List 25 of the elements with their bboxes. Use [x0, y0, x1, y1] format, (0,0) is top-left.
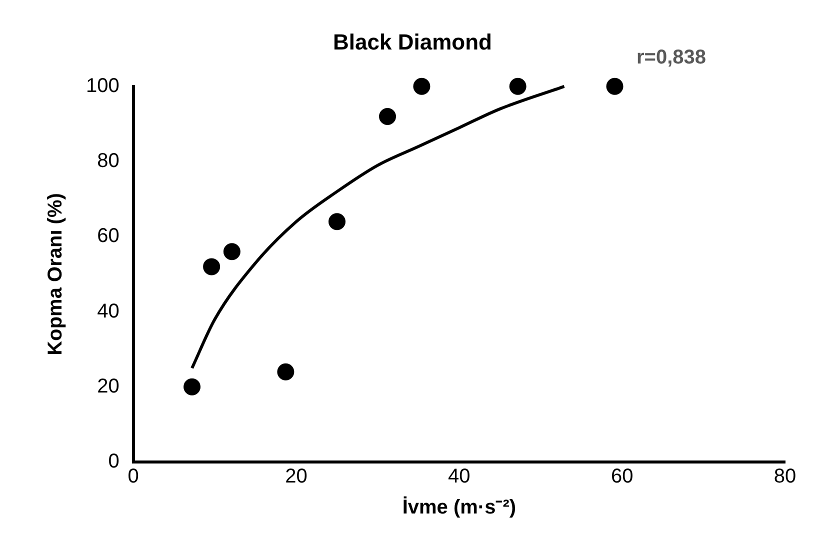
y-tick-label: 20	[97, 375, 120, 398]
x-tick-label: 40	[448, 466, 470, 488]
y-tick-label: 40	[97, 300, 120, 322]
point	[277, 363, 294, 380]
y-tick-label: 100	[86, 74, 120, 97]
point	[184, 378, 201, 396]
point	[223, 243, 240, 260]
y-axis-title: Kopma Oranı (%)	[44, 193, 67, 356]
line-series	[190, 84, 566, 370]
y-tick-label: 60	[97, 225, 120, 248]
point	[509, 78, 526, 95]
point	[328, 213, 346, 230]
point	[413, 78, 430, 95]
y-tick-label: 0	[108, 450, 120, 473]
y-tick-label: 80	[97, 150, 120, 172]
x-tick-label: 60	[610, 466, 634, 488]
point	[606, 78, 624, 95]
x-axis-title: İvme (m·s⁻²)	[402, 496, 516, 519]
chart-title: Black Diamond	[333, 29, 492, 54]
point	[203, 258, 220, 276]
point	[379, 108, 396, 125]
x-tick-label: 20	[285, 466, 308, 488]
x-tick-label: 0	[128, 466, 139, 488]
text: r=0,838	[636, 46, 706, 69]
x-tick-label: 80	[774, 466, 796, 488]
